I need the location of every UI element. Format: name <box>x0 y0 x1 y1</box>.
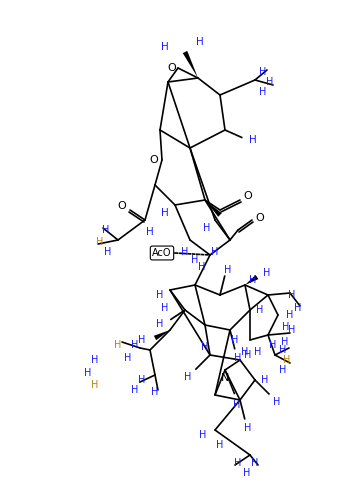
Text: H: H <box>249 135 257 145</box>
Text: H: H <box>199 430 207 440</box>
Text: H: H <box>288 290 296 300</box>
Text: H: H <box>104 247 112 257</box>
Text: H: H <box>224 265 232 275</box>
Text: H: H <box>102 225 110 235</box>
Text: H: H <box>138 335 146 345</box>
Text: H: H <box>201 342 209 352</box>
Text: H: H <box>151 387 159 397</box>
Text: H: H <box>259 67 267 77</box>
Text: O: O <box>256 213 264 223</box>
Text: H: H <box>196 37 204 47</box>
Text: H: H <box>244 350 252 360</box>
Text: H: H <box>96 237 104 247</box>
Text: H: H <box>241 347 249 357</box>
Text: H: H <box>269 340 277 350</box>
Text: H: H <box>294 303 302 313</box>
Text: H: H <box>261 375 269 385</box>
Text: H: H <box>266 77 274 87</box>
Text: H: H <box>216 440 224 450</box>
Text: O: O <box>149 155 158 165</box>
Text: H: H <box>249 275 257 285</box>
Text: H: H <box>243 468 251 478</box>
Polygon shape <box>205 200 222 217</box>
Text: H: H <box>138 375 146 385</box>
Text: H: H <box>156 319 164 329</box>
Text: H: H <box>161 42 169 52</box>
Text: H: H <box>283 355 291 365</box>
Text: H: H <box>181 247 189 257</box>
Polygon shape <box>245 275 258 285</box>
Text: H: H <box>251 458 259 468</box>
Text: O: O <box>244 191 252 201</box>
Text: H: H <box>279 365 287 375</box>
Text: H: H <box>234 458 242 468</box>
Text: H: H <box>233 400 241 410</box>
Text: N: N <box>221 373 229 383</box>
Text: H: H <box>203 223 211 233</box>
Text: H: H <box>244 423 252 433</box>
Text: H: H <box>198 262 206 272</box>
Text: H: H <box>84 368 92 378</box>
Text: H: H <box>254 347 262 357</box>
Text: H: H <box>131 385 139 395</box>
Text: H: H <box>288 325 296 335</box>
Text: H: H <box>286 310 294 320</box>
Text: O: O <box>167 63 176 73</box>
Text: H: H <box>259 87 267 97</box>
Text: H: H <box>281 337 289 347</box>
Text: H: H <box>231 335 239 345</box>
Text: H: H <box>124 353 132 363</box>
Text: O: O <box>118 201 126 211</box>
Text: H: H <box>263 268 271 278</box>
Text: H: H <box>91 355 99 365</box>
Text: H: H <box>184 372 192 382</box>
Text: H: H <box>273 397 281 407</box>
Polygon shape <box>183 51 198 78</box>
Text: H: H <box>161 208 169 218</box>
Text: H: H <box>91 380 99 390</box>
Text: H: H <box>211 247 219 257</box>
Text: H: H <box>146 227 154 237</box>
Text: AcO: AcO <box>152 248 172 258</box>
Text: H: H <box>161 303 169 313</box>
Text: H: H <box>282 322 290 332</box>
Text: H: H <box>114 340 122 350</box>
Text: H: H <box>234 353 242 363</box>
Text: H: H <box>191 255 199 265</box>
Text: H: H <box>256 305 264 315</box>
Polygon shape <box>154 330 170 340</box>
Text: H: H <box>156 290 164 300</box>
Text: H: H <box>279 345 287 355</box>
Text: H: H <box>131 340 139 350</box>
